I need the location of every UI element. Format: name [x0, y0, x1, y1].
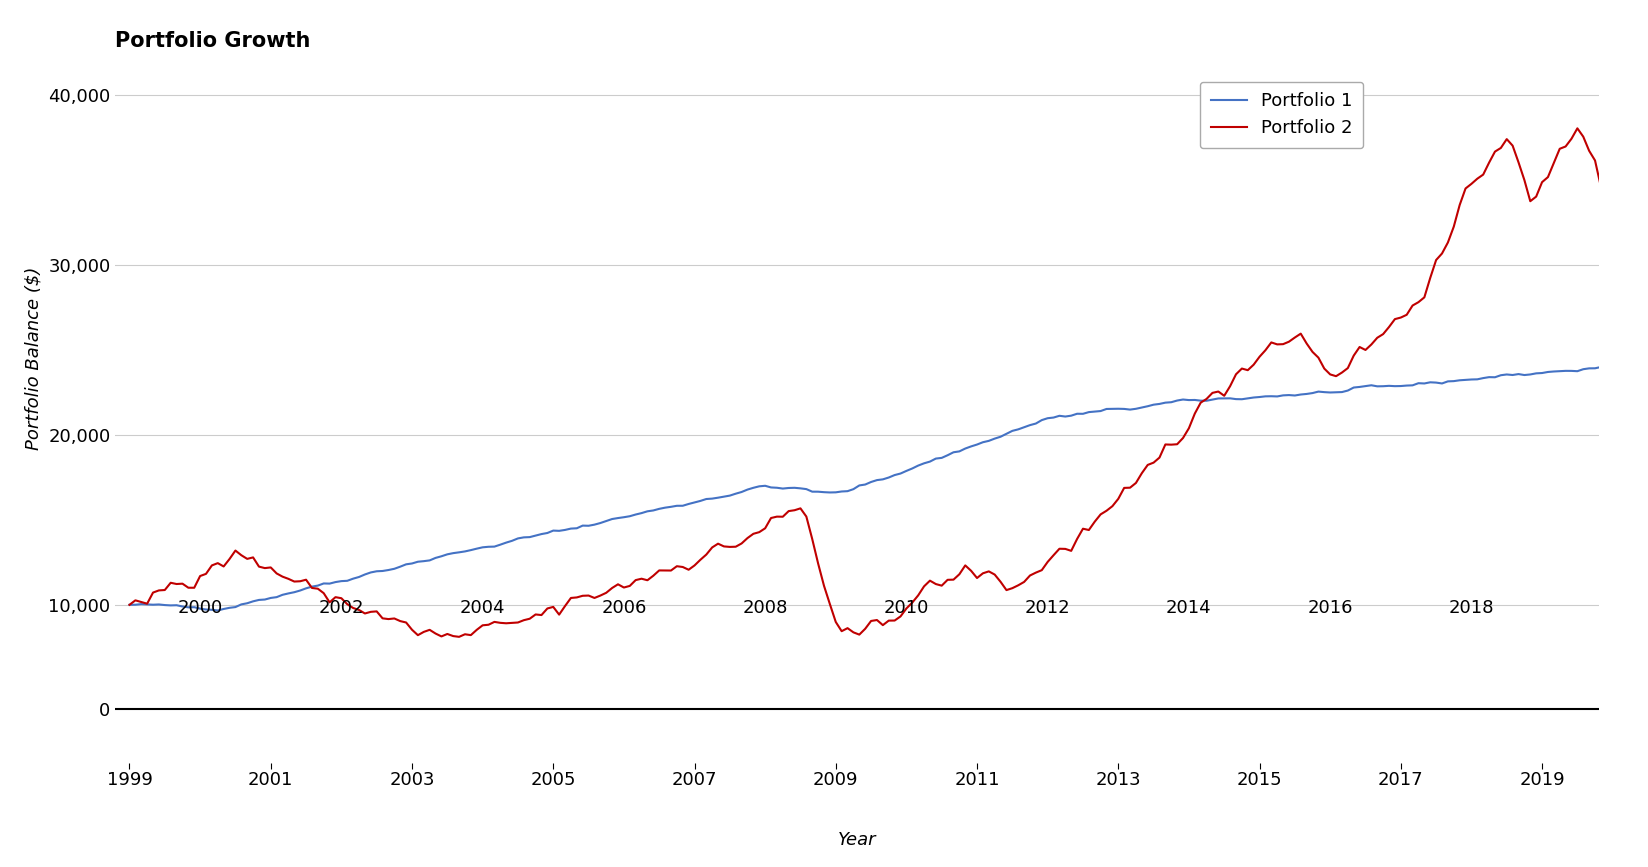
Portfolio 2 — [120, 600, 140, 610]
Portfolio 1 — [1297, 388, 1317, 399]
Portfolio 1 — [208, 605, 227, 616]
Portfolio 1 — [1068, 408, 1088, 419]
Portfolio 2 — [148, 585, 168, 596]
X-axis label: Year: Year — [837, 831, 877, 849]
Portfolio 1 — [567, 523, 587, 533]
Portfolio 2 — [1162, 440, 1182, 450]
Portfolio 2 — [1567, 123, 1587, 134]
Portfolio 1 — [1597, 362, 1617, 372]
Portfolio 2 — [1068, 534, 1088, 544]
Portfolio 2 — [1597, 205, 1617, 216]
Portfolio 2 — [450, 632, 470, 642]
Line: Portfolio 1: Portfolio 1 — [130, 367, 1607, 610]
Portfolio 1 — [1162, 397, 1182, 407]
Portfolio 2 — [1574, 132, 1594, 142]
Portfolio 1 — [120, 600, 140, 610]
Portfolio 1 — [1590, 362, 1610, 372]
Legend: Portfolio 1, Portfolio 2: Portfolio 1, Portfolio 2 — [1200, 81, 1363, 148]
Portfolio 1 — [148, 599, 168, 610]
Line: Portfolio 2: Portfolio 2 — [130, 128, 1607, 637]
Portfolio 2 — [1297, 338, 1317, 349]
Portfolio 2 — [567, 592, 587, 603]
Portfolio 1 — [1567, 366, 1587, 376]
Y-axis label: Portfolio Balance ($): Portfolio Balance ($) — [25, 266, 43, 450]
Text: Portfolio Growth: Portfolio Growth — [115, 31, 311, 51]
